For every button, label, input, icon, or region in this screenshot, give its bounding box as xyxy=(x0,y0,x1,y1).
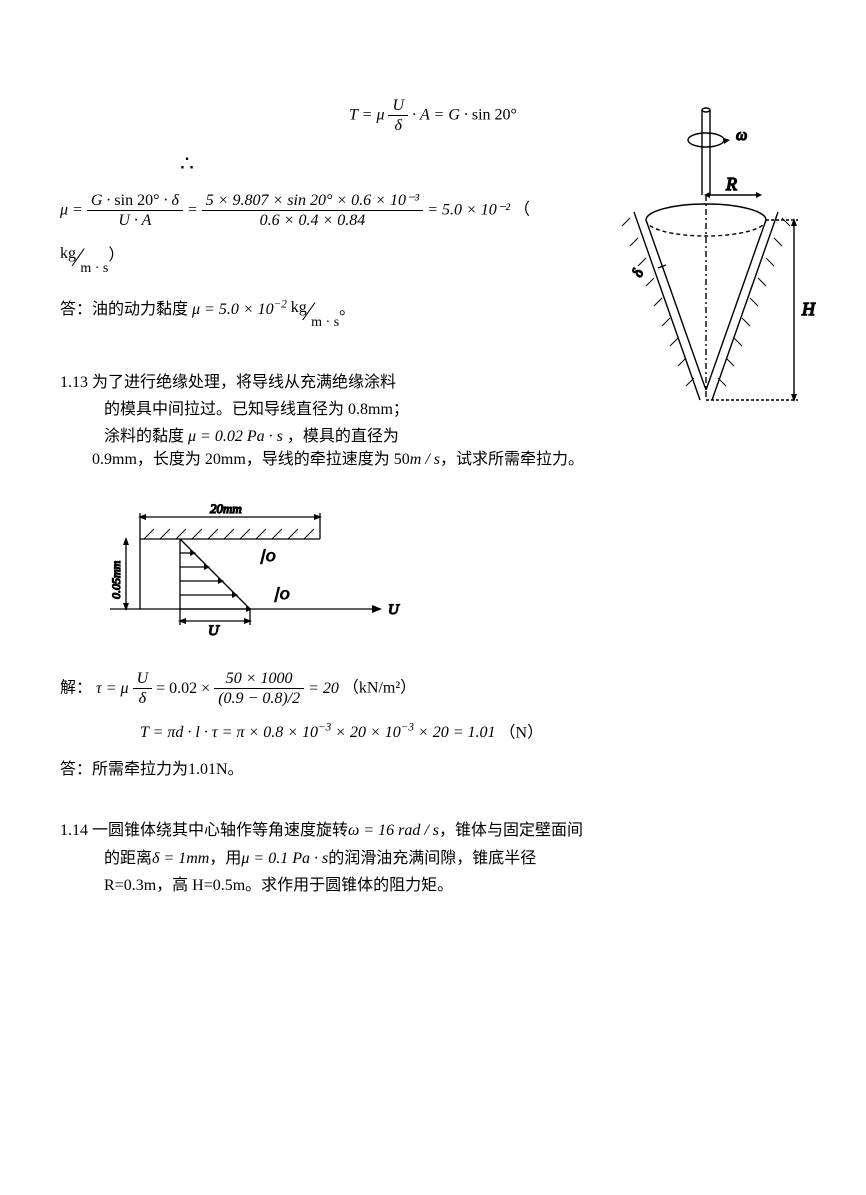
problem-1-13: 1.13 为了进行绝缘处理，将导线从充满绝缘涂料 的模具中间拉过。已知导线直径为… xyxy=(60,369,534,451)
cone-diagram: ω xyxy=(596,100,816,450)
svg-text:U: U xyxy=(388,602,400,618)
open-paren: （ xyxy=(514,201,530,218)
svg-text:┊O: ┊O xyxy=(258,549,276,564)
omega-label: ω xyxy=(736,127,747,144)
velocity-profile-diagram: 20mm U 0.05mm ┊O ┊O U xyxy=(80,499,410,649)
problem-number: 1.13 xyxy=(60,374,88,391)
svg-text:┊O: ┊O xyxy=(272,587,290,602)
problem-1-13-cont: 1.13 0.9mm，长度为 20mm，导线的牵拉速度为 50m / s，试求所… xyxy=(60,446,806,473)
solution-1-13-tau: 解： τ = μ Uδ = 0.02 × 50 × 1000 (0.9 − 0.… xyxy=(60,669,806,708)
answer-1-13: 答：所需牵拉力为1.01N。 xyxy=(60,756,806,783)
problem-number-114: 1.14 xyxy=(60,822,88,839)
mu-frac2-den: 0.6 × 0.4 × 0.84 xyxy=(202,211,424,230)
svg-text:0.05mm: 0.05mm xyxy=(109,561,123,600)
solution-1-13-t: T = πd · l · τ = π × 0.8 × 10−3 × 20 × 1… xyxy=(140,719,806,747)
mu-frac2-num: 5 × 9.807 × sin 20° × 0.6 × 10⁻³ xyxy=(202,191,424,211)
svg-text:U: U xyxy=(208,623,220,639)
svg-text:20mm: 20mm xyxy=(210,501,242,516)
mu-result: = 5.0 × 10⁻² xyxy=(427,201,510,218)
height-label: H xyxy=(801,299,816,319)
radius-label: R xyxy=(725,174,737,194)
problem-1-14: 1.14 一圆锥体绕其中心轴作等角速度旋转ω = 16 rad / s，锥体与固… xyxy=(60,817,806,899)
delta-label: δ xyxy=(630,266,648,279)
